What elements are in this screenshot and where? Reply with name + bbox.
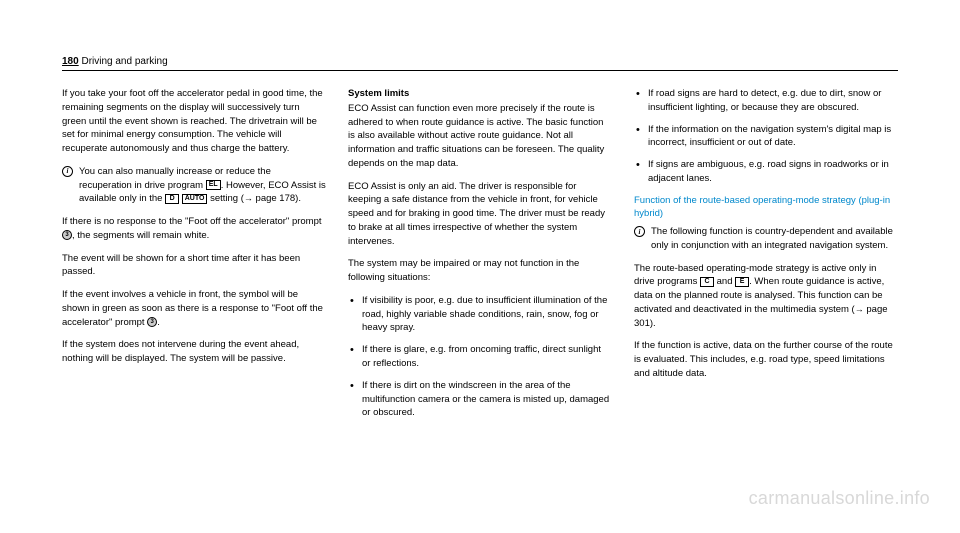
section-name: Driving and parking bbox=[81, 56, 167, 67]
list-item: If the information on the navigation sys… bbox=[634, 123, 898, 151]
arrow-icon: → bbox=[244, 193, 253, 203]
list-item: If there is dirt on the windscreen in th… bbox=[348, 379, 612, 420]
bullet-list: If road signs are hard to detect, e.g. d… bbox=[634, 87, 898, 186]
paragraph: If there is no response to the "Foot off… bbox=[62, 215, 326, 243]
page-header: 180 Driving and parking bbox=[62, 56, 898, 71]
text: setting ( bbox=[207, 193, 243, 204]
badge-auto: AUTO bbox=[182, 194, 208, 204]
paragraph: The system may be impaired or may not fu… bbox=[348, 257, 612, 285]
paragraph: If the event involves a vehicle in front… bbox=[62, 288, 326, 329]
badge-d: D bbox=[165, 194, 179, 204]
info-icon: i bbox=[634, 226, 645, 237]
content-columns: If you take your foot off the accelerato… bbox=[62, 87, 898, 428]
text: . bbox=[157, 317, 160, 328]
text: and bbox=[714, 276, 735, 287]
page-number: 180 bbox=[62, 56, 79, 67]
list-item: If visibility is poor, e.g. due to insuf… bbox=[348, 294, 612, 335]
watermark: carmanualsonline.info bbox=[749, 488, 930, 509]
section-title: System limits bbox=[348, 87, 612, 101]
text: , the segments will remain white. bbox=[72, 230, 209, 241]
badge-c: C bbox=[700, 277, 714, 287]
info-note: i You can also manually increase or redu… bbox=[62, 165, 326, 206]
column-2: System limits ECO Assist can function ev… bbox=[348, 87, 612, 428]
arrow-icon: → bbox=[855, 304, 864, 314]
column-3: If road signs are hard to detect, e.g. d… bbox=[634, 87, 898, 428]
column-1: If you take your foot off the accelerato… bbox=[62, 87, 326, 428]
text: If the event involves a vehicle in front… bbox=[62, 289, 323, 328]
info-note: i The following function is country-depe… bbox=[634, 225, 898, 253]
paragraph: If the system does not intervene during … bbox=[62, 338, 326, 366]
info-icon: i bbox=[62, 166, 73, 177]
text: If there is no response to the "Foot off… bbox=[62, 216, 322, 227]
paragraph: ECO Assist can function even more precis… bbox=[348, 102, 612, 171]
bullet-list: If visibility is poor, e.g. due to insuf… bbox=[348, 294, 612, 420]
info-text: The following function is country-depend… bbox=[651, 225, 898, 253]
section-title-blue: Function of the route-based operating-mo… bbox=[634, 194, 898, 222]
paragraph: The event will be shown for a short time… bbox=[62, 252, 326, 280]
paragraph: ECO Assist is only an aid. The driver is… bbox=[348, 180, 612, 249]
badge-el: EL bbox=[206, 180, 221, 190]
paragraph: If the function is active, data on the f… bbox=[634, 339, 898, 380]
list-item: If there is glare, e.g. from oncoming tr… bbox=[348, 343, 612, 371]
badge-e: E bbox=[735, 277, 749, 287]
paragraph: The route-based operating-mode strategy … bbox=[634, 262, 898, 331]
paragraph: If you take your foot off the accelerato… bbox=[62, 87, 326, 156]
list-item: If road signs are hard to detect, e.g. d… bbox=[634, 87, 898, 115]
list-item: If signs are ambiguous, e.g. road signs … bbox=[634, 158, 898, 186]
badge-circle-3: 3 bbox=[147, 317, 157, 327]
badge-circle-3: 3 bbox=[62, 230, 72, 240]
page-ref: page 178). bbox=[253, 193, 301, 204]
info-text: You can also manually increase or reduce… bbox=[79, 165, 326, 206]
